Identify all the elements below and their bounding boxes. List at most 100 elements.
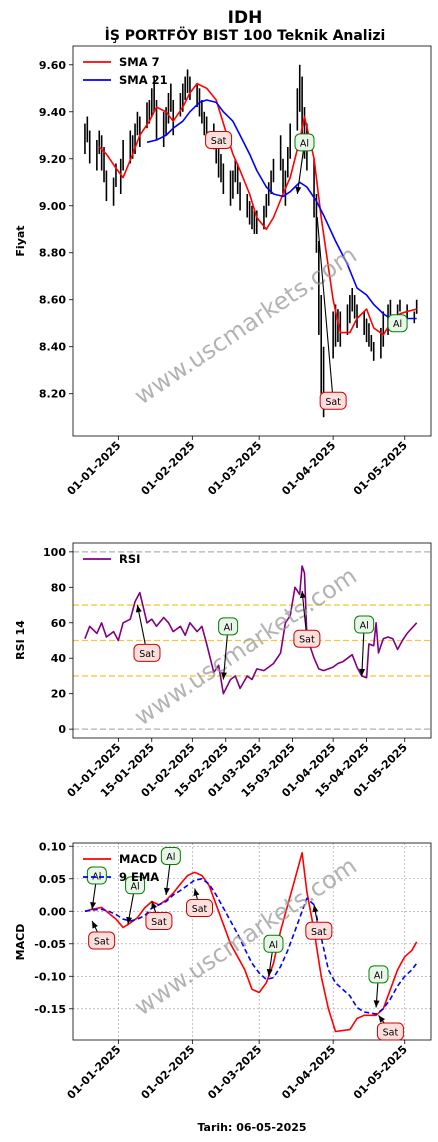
annotation-arrow bbox=[135, 604, 146, 645]
buy-signal-label: Al bbox=[368, 965, 389, 984]
y-tick-label: -0.05 bbox=[34, 938, 66, 951]
y-tick-label: 9.20 bbox=[39, 153, 66, 166]
buy-signal-label: Al bbox=[263, 934, 284, 953]
y-tick-label: 0.00 bbox=[39, 905, 66, 918]
y-tick-label: 8.80 bbox=[39, 247, 66, 260]
y-tick-label: 8.40 bbox=[39, 341, 66, 354]
x-tick-label: 01-02-2025 bbox=[138, 439, 197, 498]
svg-text:Sat: Sat bbox=[325, 397, 341, 408]
y-tick-label: 8.20 bbox=[39, 388, 66, 401]
y-tick-label: 9.40 bbox=[39, 106, 66, 119]
y-tick-label: 0.05 bbox=[39, 873, 66, 886]
annotation-arrow bbox=[316, 217, 336, 401]
svg-text:Al: Al bbox=[269, 940, 278, 951]
x-tick-label: 01-02-2025 bbox=[138, 1043, 197, 1102]
svg-text:Al: Al bbox=[92, 872, 101, 883]
y-tick-label: 9.00 bbox=[39, 200, 66, 213]
x-tick-label: 01-04-2025 bbox=[279, 1043, 338, 1102]
legend-label: MACD bbox=[119, 852, 157, 866]
y-tick-label: 40 bbox=[51, 652, 67, 665]
svg-text:Sat: Sat bbox=[383, 1028, 399, 1039]
annotation-arrow bbox=[193, 888, 200, 900]
svg-text:Al: Al bbox=[374, 970, 383, 981]
annotation-arrow bbox=[359, 633, 366, 676]
y-tick-label: 100 bbox=[43, 546, 66, 559]
svg-text:Al: Al bbox=[300, 138, 309, 149]
y-tick-label: 80 bbox=[51, 581, 67, 594]
legend-label: SMA 7 bbox=[119, 55, 160, 69]
sell-signal-label: Sat bbox=[133, 643, 161, 662]
plot-area bbox=[84, 64, 418, 418]
svg-text:Al: Al bbox=[393, 319, 402, 330]
x-axis-label: Tarih: 06-05-2025 bbox=[197, 1121, 306, 1134]
y-tick-label: -0.15 bbox=[34, 1003, 66, 1016]
annotation-arrow bbox=[299, 590, 307, 630]
annotation-arrow bbox=[163, 864, 171, 896]
annotation-arrow bbox=[90, 884, 97, 910]
svg-text:Sat: Sat bbox=[151, 917, 167, 928]
y-tick-label: 0.10 bbox=[39, 840, 66, 853]
y-tick-label: 8.60 bbox=[39, 294, 66, 307]
buy-signal-label: Al bbox=[387, 314, 408, 333]
x-tick-label: 01-05-2025 bbox=[351, 439, 410, 498]
x-tick-label: 01-01-2025 bbox=[65, 1043, 124, 1102]
annotation-arrow bbox=[151, 901, 157, 913]
x-tick-label: 01-01-2025 bbox=[65, 439, 124, 498]
annotation-arrow bbox=[220, 635, 228, 680]
plot-area bbox=[84, 852, 418, 1033]
svg-text:Sat: Sat bbox=[94, 937, 110, 948]
buy-signal-label: Al bbox=[125, 876, 146, 895]
svg-text:Sat: Sat bbox=[311, 927, 327, 938]
x-tick-label: 01-03-2025 bbox=[205, 1043, 264, 1102]
legend: SMA 7 SMA 21 bbox=[83, 55, 168, 87]
annotation-arrow bbox=[126, 894, 134, 925]
svg-text:Al: Al bbox=[224, 622, 233, 633]
annotation-arrow bbox=[373, 983, 380, 1008]
y-axis-label: MACD bbox=[14, 924, 27, 961]
sell-signal-label: Sat bbox=[205, 130, 233, 149]
buy-signal-label: Al bbox=[294, 133, 315, 152]
price-panel: 8.20 8.40 8.60 8.80 9.00 9.20 9.40 9.60 01-01-20… bbox=[14, 45, 432, 498]
series-line-rsi bbox=[84, 565, 418, 695]
buy-signal-label: Al bbox=[86, 866, 107, 885]
annotation-arrow bbox=[295, 151, 304, 195]
y-axis-label: RSI 14 bbox=[14, 620, 27, 660]
buy-signal-label: Al bbox=[160, 847, 181, 866]
plot-area bbox=[84, 565, 418, 695]
axes-frame bbox=[72, 542, 432, 739]
sell-signal-label: Sat bbox=[305, 921, 333, 940]
x-tick-label: 01-05-2025 bbox=[351, 1043, 410, 1102]
axes-frame bbox=[72, 45, 432, 437]
series-line-sma-21 bbox=[146, 99, 417, 320]
y-tick-label: 0 bbox=[58, 723, 66, 736]
y-tick-label: 60 bbox=[51, 617, 67, 630]
buy-signal-label: Al bbox=[354, 615, 375, 634]
chart-title: IDH bbox=[228, 8, 263, 28]
svg-text:Al: Al bbox=[166, 852, 175, 863]
x-tick-label: 01-03-2025 bbox=[205, 439, 264, 498]
y-axis-label: Fiyat bbox=[14, 225, 27, 256]
annotation-arrow bbox=[266, 952, 273, 977]
legend-label: SMA 21 bbox=[119, 73, 168, 87]
annotation-arrow bbox=[312, 904, 319, 923]
y-tick-label: 9.60 bbox=[39, 59, 66, 72]
series-line-9-ema bbox=[84, 878, 418, 1015]
sell-signal-label: Sat bbox=[145, 912, 173, 931]
y-tick-label: 20 bbox=[51, 688, 67, 701]
legend: RSI bbox=[83, 552, 140, 566]
svg-text:Al: Al bbox=[360, 621, 369, 632]
sell-signal-label: Sat bbox=[319, 391, 347, 410]
legend-label: RSI bbox=[119, 552, 140, 566]
sell-signal-label: Sat bbox=[293, 629, 321, 648]
sell-signal-label: Sat bbox=[376, 1022, 404, 1041]
chart-subtitle: İŞ PORTFÖY BIST 100 Teknik Analizi bbox=[105, 26, 386, 44]
rsi-panel: 02040608010001-01-202515-01-202501-02-20… bbox=[14, 542, 432, 800]
axes-frame bbox=[72, 842, 432, 1041]
series-line-macd bbox=[84, 852, 418, 1033]
svg-text:Sat: Sat bbox=[211, 136, 227, 147]
svg-text:Al: Al bbox=[130, 881, 139, 892]
sell-signal-label: Sat bbox=[88, 931, 116, 950]
y-tick-label: -0.10 bbox=[34, 970, 66, 983]
